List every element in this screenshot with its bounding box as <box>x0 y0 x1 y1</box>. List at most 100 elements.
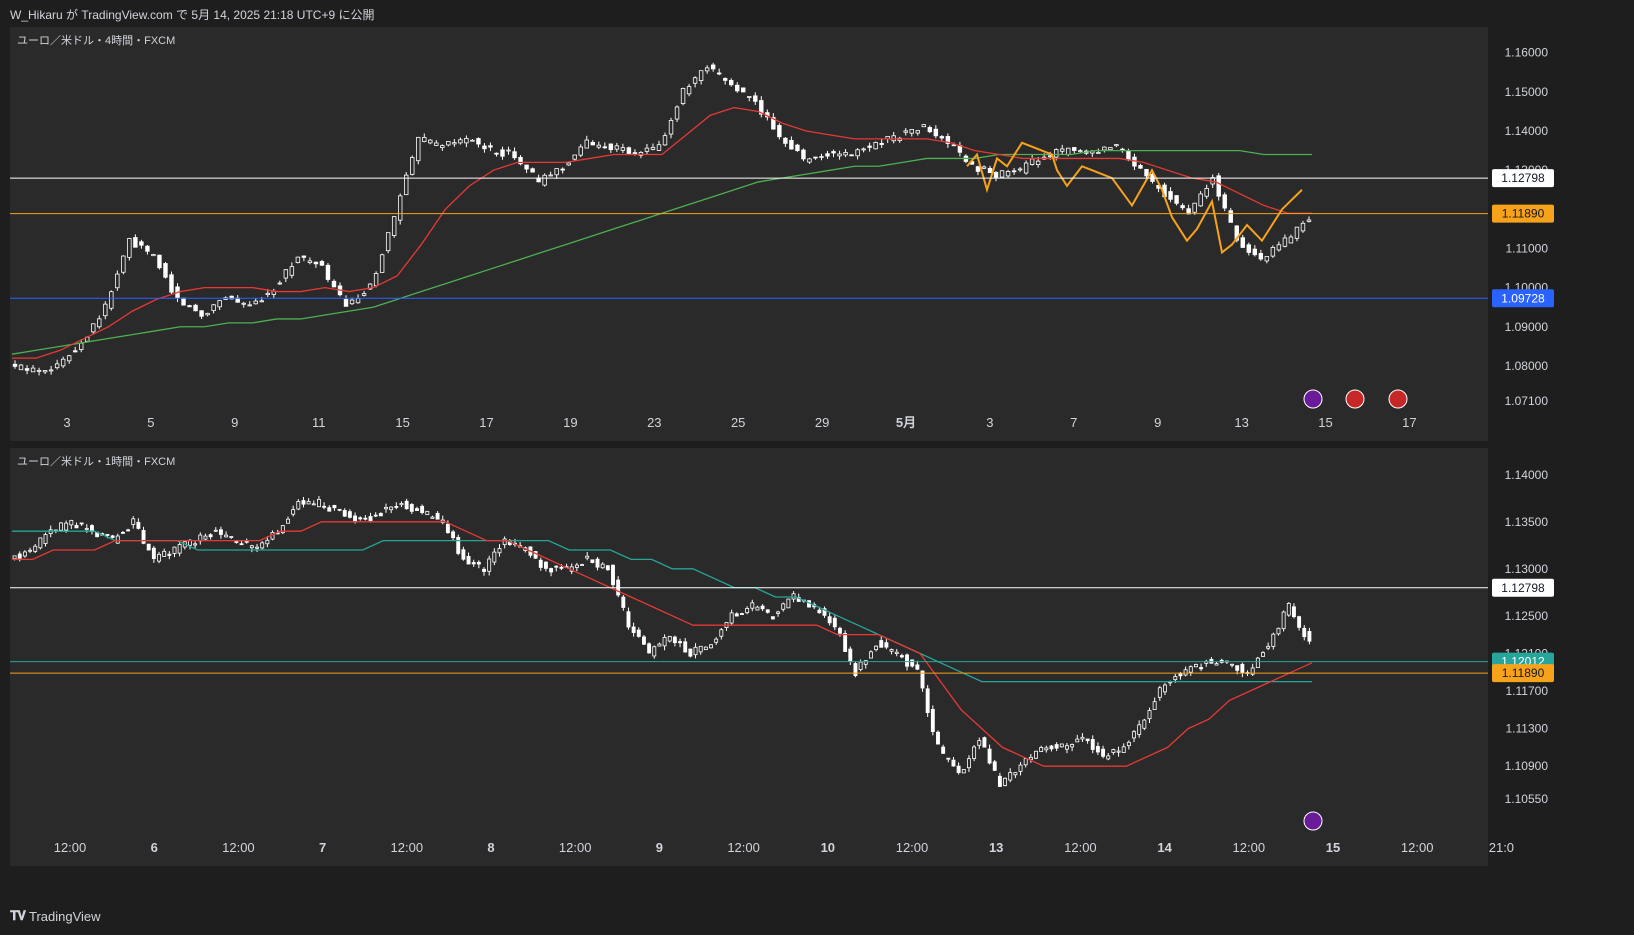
candle-body <box>307 260 313 264</box>
candle-body <box>817 609 822 614</box>
candle-body <box>1230 663 1234 666</box>
candle-body <box>110 535 115 538</box>
candle-body <box>410 157 415 175</box>
us-flag-event-icon <box>1388 389 1408 409</box>
candle-body <box>868 651 873 659</box>
candle-body <box>698 645 703 653</box>
candle-body <box>322 505 327 508</box>
earnings-event-icon-circle <box>1303 811 1323 831</box>
candle-body <box>1138 165 1143 169</box>
candle-body <box>1096 151 1101 154</box>
candle-body <box>1168 191 1173 200</box>
candle-body <box>103 303 108 317</box>
candle-body <box>819 156 824 158</box>
chart-1h-svg[interactable]: ユーロ／米ドル・1時間・FXCM 1.14000 1.13500 1.13000 1.1… <box>10 448 1558 866</box>
candle-body <box>1178 673 1183 677</box>
x-tick-label: 8 <box>487 840 494 855</box>
candle-body <box>753 95 758 102</box>
candle-body <box>253 300 258 305</box>
candle-body <box>714 638 719 643</box>
level-label: 1.12798 <box>1501 581 1545 595</box>
candle-body <box>79 522 84 525</box>
publish-header: W_Hikaru が TradingView.com で 5月 14, 2025… <box>10 8 375 22</box>
candle-body <box>849 154 854 157</box>
candle-body <box>1192 202 1197 213</box>
candle-body <box>1214 663 1219 666</box>
candle-body <box>789 139 794 150</box>
candle-body <box>126 529 131 532</box>
candle-body <box>903 130 908 133</box>
candle-body <box>683 641 688 653</box>
candle-body <box>30 367 36 373</box>
candle-body <box>208 534 213 538</box>
y-tick-label: 1.14000 <box>1505 468 1549 482</box>
candle-body <box>347 511 352 518</box>
candle-body <box>1250 667 1255 675</box>
price-axis-background <box>1488 27 1558 441</box>
candle-body <box>680 87 686 104</box>
candle-body <box>1199 667 1204 670</box>
x-tick-label: 15 <box>395 415 409 430</box>
candle-body <box>18 364 24 371</box>
candle-body <box>703 646 708 651</box>
candle-body <box>848 648 853 663</box>
candle-body <box>115 535 120 544</box>
candle-body <box>631 626 636 633</box>
plot-background <box>10 27 1558 441</box>
candle-body <box>801 149 806 160</box>
candle-body <box>530 168 535 173</box>
candle-body <box>1054 744 1059 749</box>
candle-body <box>464 138 469 144</box>
candle-body <box>662 135 668 146</box>
candle-body <box>632 152 638 155</box>
candle-body <box>409 504 414 512</box>
candle-body <box>1065 745 1069 750</box>
level-label-bg <box>1492 204 1554 223</box>
candle-body <box>1054 149 1059 158</box>
x-tick-label: 9 <box>1154 415 1161 430</box>
candle-body <box>64 522 69 531</box>
candle-body <box>1029 158 1035 165</box>
tradingview-brand: TradingView <box>29 908 101 924</box>
candle-body <box>1276 244 1282 251</box>
y-tick-label: 1.11700 <box>1506 684 1549 698</box>
chart-pane-4h[interactable]: ユーロ／米ドル・4時間・FXCM 1.16000 1.15000 1.14000 1.1… <box>10 27 1634 441</box>
candle-body <box>127 238 132 258</box>
candle-body <box>1173 676 1178 681</box>
candle-body <box>600 563 605 569</box>
candle-body <box>355 298 361 304</box>
chart-4h-svg[interactable]: ユーロ／米ドル・4時間・FXCM 1.16000 1.15000 1.14000 1.1… <box>10 27 1558 441</box>
candle-body <box>825 153 830 157</box>
candle-body <box>1152 701 1157 711</box>
candle-body <box>884 642 889 648</box>
level-label-bg <box>1492 664 1554 683</box>
candle-body <box>686 86 692 95</box>
candle-body <box>1258 253 1264 260</box>
candle-body <box>1101 748 1106 757</box>
level-label: 1.11890 <box>1502 666 1545 680</box>
candle-body <box>1188 666 1193 673</box>
candle-body <box>157 254 162 269</box>
candle-body <box>1059 743 1064 748</box>
x-tick-label: 3 <box>986 415 993 430</box>
candle-body <box>981 166 987 169</box>
plot-background <box>10 448 1558 866</box>
candle-body <box>476 561 481 565</box>
candle-body <box>861 148 866 151</box>
candle-body <box>692 77 698 84</box>
candle-body <box>301 255 307 258</box>
candle-body <box>48 369 54 372</box>
chart-pane-1h[interactable]: ユーロ／米ドル・1時間・FXCM 1.14000 1.13500 1.13000 1.1… <box>10 448 1634 866</box>
candle-body <box>1132 731 1136 739</box>
candle-body <box>247 304 252 307</box>
candle-body <box>327 507 332 512</box>
candle-body <box>1126 741 1131 747</box>
candle-body <box>910 659 915 667</box>
candle-body <box>1276 627 1281 635</box>
candle-body <box>668 120 674 135</box>
candle-body <box>12 555 17 560</box>
candle-body <box>729 80 734 86</box>
candle-body <box>440 145 445 149</box>
x-tick-label: 12:00 <box>559 840 592 855</box>
candle-body <box>879 640 884 648</box>
